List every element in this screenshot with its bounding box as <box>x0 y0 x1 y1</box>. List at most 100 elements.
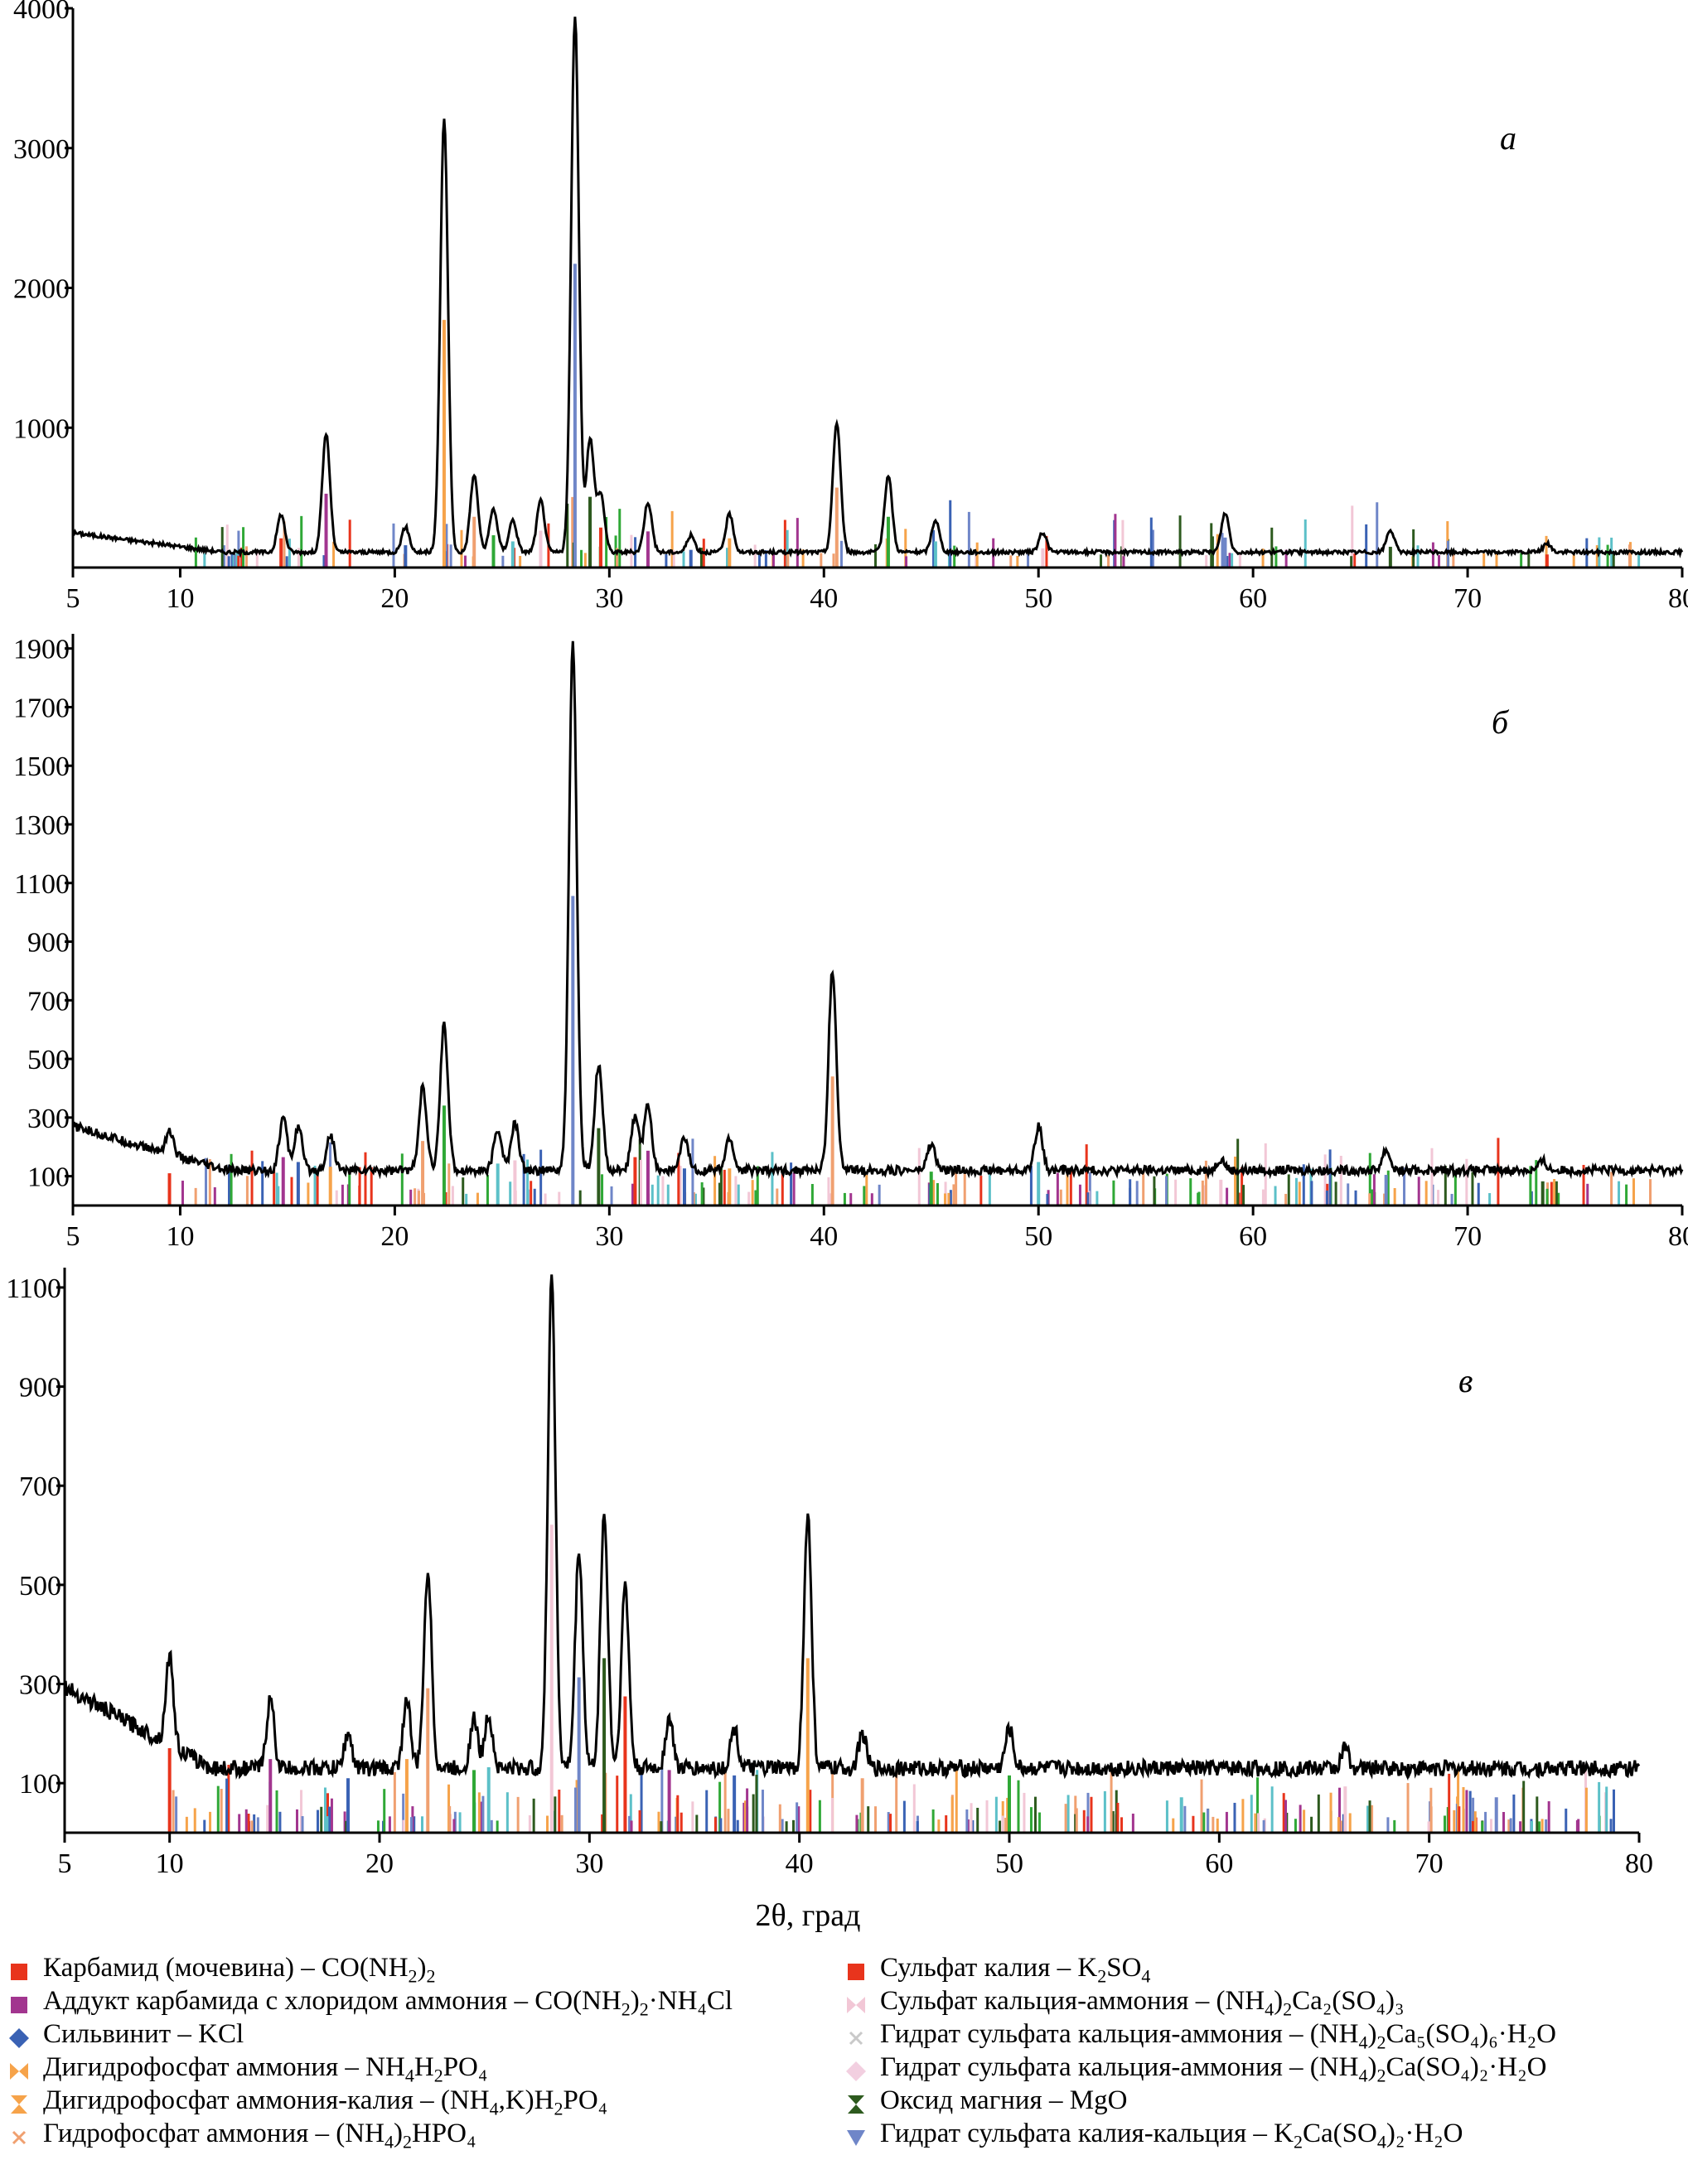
x-tick-label: 30 <box>575 1848 603 1879</box>
x-tick-label: 20 <box>365 1848 394 1879</box>
legend-marker-icon <box>8 2124 30 2145</box>
legend-item: Сульфат калия – K2SO4 <box>837 1951 1556 1987</box>
legend-text: ,K)H <box>498 2085 554 2115</box>
xrd-figure: 5 10 20 30 40 50 60 70 80 1000 2000 3000 4000 а 5 10 20 3… <box>6 0 1688 1933</box>
legend: Карбамид (мочевина) – CO(NH2)2 Аддукт кар… <box>0 1951 1688 2183</box>
legend-item: Дигидрофосфат аммония-калия – (NH4,K)H2P… <box>0 2084 733 2119</box>
y-tick-label: 1500 <box>13 751 70 782</box>
x-tick-label: 80 <box>1625 1848 1653 1879</box>
legend-text: Сульфат кальция-аммония – (NH <box>880 1986 1265 2016</box>
y-tick-label: 300 <box>19 1670 61 1701</box>
x-tick-label: 5 <box>66 583 80 614</box>
y-tick-label: 1700 <box>13 693 70 723</box>
x-tick-label: 40 <box>810 1221 838 1252</box>
legend-text: 2 <box>402 2131 412 2153</box>
y-tick-label: 100 <box>27 1162 70 1193</box>
x-tick-label: 60 <box>1239 1221 1267 1252</box>
legend-text: )₂·H₂O <box>1386 2119 1463 2148</box>
legend-text: Сульфат калия – K <box>880 1953 1098 1983</box>
xrd-panel-3: 5 10 20 30 40 50 60 70 80 100 300 500 700 900 1100 в 2θ,… <box>6 1268 1653 1933</box>
x-axis-title: 2θ, град <box>756 1898 861 1933</box>
x-tick-label: 10 <box>166 583 194 614</box>
legend-text: HPO₄ <box>411 2119 476 2148</box>
legend-text: 4 <box>1141 1965 1151 1987</box>
legend-text: Ca(SO <box>1303 2119 1377 2148</box>
legend-text: 2 <box>554 2098 563 2119</box>
legend-item: Гидрат сульфата калия-кальция – K2Ca(SO4… <box>837 2117 1556 2153</box>
legend-text: Гидрат сульфата кальция-аммония – (NH <box>880 2052 1359 2082</box>
legend-marker-icon <box>845 2090 867 2114</box>
legend-text: SO <box>1106 1953 1142 1983</box>
x-tick-label: 70 <box>1453 1221 1482 1252</box>
legend-text: 2 <box>433 2065 443 2086</box>
y-tick-label: 100 <box>19 1769 61 1800</box>
y-tick-label: 1100 <box>14 869 70 900</box>
legend-marker-icon <box>845 2024 867 2046</box>
legend-marker-icon <box>845 2057 867 2081</box>
legend-marker-icon <box>8 1958 30 1980</box>
legend-text: PO₄ <box>443 2052 488 2082</box>
legend-text: Гидрат сульфата калия-кальция – K <box>880 2119 1294 2148</box>
x-tick-label: 70 <box>1415 1848 1444 1879</box>
panel-label: б <box>1492 703 1510 741</box>
x-tick-label: 50 <box>1024 1221 1052 1252</box>
legend-text: Гидрофосфат аммония – (NH <box>43 2119 385 2148</box>
legend-marker-icon <box>8 2057 30 2080</box>
legend-marker-icon <box>8 1991 30 2013</box>
legend-text: 2 <box>1097 1965 1107 1987</box>
legend-item: Сильвинит – KCl <box>0 2017 733 2051</box>
legend-item: Сульфат кальция-аммония – (NH4)2Ca₂(SO₄)… <box>837 1984 1556 2020</box>
legend-text: 4 <box>489 2098 499 2119</box>
y-tick-label: 300 <box>27 1104 70 1134</box>
x-tick-label: 40 <box>810 583 838 614</box>
x-tick-label: 20 <box>380 1221 409 1252</box>
phase-reflection-ticks <box>167 1524 1616 1833</box>
y-tick-label: 500 <box>27 1045 70 1075</box>
legend-text: Дигидрофосфат аммония-калия – (NH <box>43 2085 490 2115</box>
legend-text: 2 <box>426 1965 436 1987</box>
x-tick-label: 80 <box>1668 1221 1688 1252</box>
legend-text: Ca(SO₄)₂·H₂O <box>1386 2052 1547 2082</box>
legend-item: Карбамид (мочевина) – CO(NH2)2 <box>0 1951 733 1987</box>
legend-text: 4 <box>384 2131 394 2153</box>
legend-marker-icon <box>845 1958 867 1980</box>
legend-column-left: Карбамид (мочевина) – CO(NH2)2 Аддукт кар… <box>0 1951 733 2153</box>
x-tick-label: 50 <box>1024 583 1052 614</box>
legend-text: Ca₅(SO₄)₆·H₂O <box>1386 2019 1556 2049</box>
x-tick-label: 60 <box>1239 583 1267 614</box>
x-tick-label: 30 <box>595 583 623 614</box>
legend-text: H <box>414 2052 434 2082</box>
panel-label: а <box>1500 119 1516 157</box>
y-tick-label: 1900 <box>13 635 70 665</box>
x-tick-label: 5 <box>66 1221 80 1252</box>
legend-text: 2 <box>639 1998 649 2020</box>
legend-text: 2 <box>1376 2065 1386 2086</box>
x-tick-label: 30 <box>595 1221 623 1252</box>
x-tick-label: 60 <box>1205 1848 1233 1879</box>
diffraction-curve <box>72 17 1684 558</box>
legend-marker-icon <box>845 2124 867 2146</box>
y-tick-label: 1300 <box>13 810 70 841</box>
diffraction-curve <box>71 640 1684 1180</box>
legend-text: 2 <box>408 1965 418 1987</box>
x-tick-label: 5 <box>58 1848 72 1879</box>
legend-text: ) <box>393 2119 403 2148</box>
x-tick-label: 10 <box>166 1221 194 1252</box>
legend-text: 4 <box>1376 2131 1386 2153</box>
legend-text: 4 <box>1358 2032 1368 2053</box>
legend-text: Дигидрофосфат аммония – NH <box>43 2052 405 2082</box>
legend-text: 2 <box>1283 1998 1293 2020</box>
y-tick-label: 2000 <box>13 274 70 305</box>
legend-item: Дигидрофосфат аммония – NH4H2PO₄ <box>0 2051 733 2086</box>
phase-reflection-ticks <box>167 896 1652 1206</box>
legend-column-right: Сульфат калия – K2SO4 Сульфат кальция-амм… <box>837 1951 1556 2153</box>
legend-marker-icon <box>8 2024 30 2048</box>
legend-text: 4 <box>1358 2065 1368 2086</box>
legend-text: ) <box>1367 2052 1377 2082</box>
y-tick-label: 1000 <box>13 413 70 444</box>
legend-item: Аддукт карбамида с хлоридом аммония – CO… <box>0 1984 733 2020</box>
legend-item: Гидрат сульфата кальция-аммония – (NH4)2… <box>837 2051 1556 2086</box>
legend-text: Ca₂(SO₄)₃ <box>1292 1986 1405 2016</box>
legend-text: 4 <box>404 2065 414 2086</box>
diffraction-curve <box>64 1274 1641 1781</box>
